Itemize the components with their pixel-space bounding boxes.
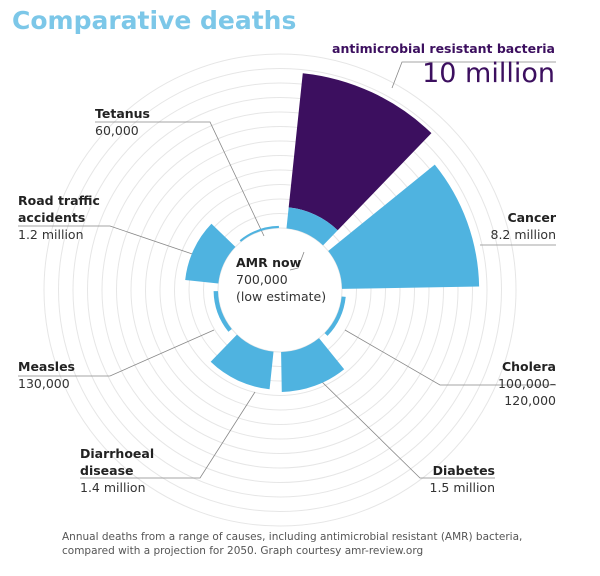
value-label: 10 million <box>422 58 555 89</box>
now-name: AMR now <box>236 255 302 270</box>
label: Measles 130,000 <box>18 358 75 392</box>
ring <box>101 111 459 469</box>
wedge <box>328 164 480 289</box>
wedge <box>210 334 274 390</box>
label: Cancer 8.2 million <box>491 209 557 243</box>
category-label: Road traffic accidents <box>18 193 100 225</box>
category-label: Diarrhoeal disease <box>80 446 155 478</box>
wedge <box>281 338 345 392</box>
ring <box>130 140 430 440</box>
now-note: (low estimate) <box>236 289 327 304</box>
category-label: Cholera <box>501 359 556 374</box>
ring <box>116 126 444 454</box>
label: Diabetes 1.5 million <box>430 462 496 496</box>
category-label: Diabetes <box>432 463 495 478</box>
leader-line <box>95 121 265 237</box>
value-label: 1.2 million <box>18 227 84 242</box>
label: Cholera 100,000–120,000 <box>486 358 556 409</box>
value-label: 8.2 million <box>490 227 557 242</box>
ring <box>58 68 502 512</box>
now-value: 700,000 <box>236 272 288 287</box>
chart-title: Comparative deaths <box>12 6 297 35</box>
wedge <box>185 223 236 284</box>
ring <box>188 198 372 382</box>
leader-line <box>289 251 305 271</box>
wedge <box>239 225 279 242</box>
category-label: Cancer <box>507 210 556 225</box>
wedge-now <box>286 207 338 246</box>
value-label: 130,000 <box>18 376 70 391</box>
value-label: 1.4 million <box>80 480 146 495</box>
label: Tetanus 60,000 <box>95 105 150 139</box>
value-label: 60,000 <box>95 123 139 138</box>
ring <box>145 155 415 425</box>
ring <box>159 169 401 411</box>
category-label: Tetanus <box>95 106 150 121</box>
wedge <box>324 296 346 336</box>
ring <box>174 184 386 396</box>
caption: Annual deaths from a range of causes, in… <box>62 531 523 557</box>
label: antimicrobial resistant bacteria 10 milli… <box>332 40 555 91</box>
ring <box>217 227 343 353</box>
leader-line <box>18 329 215 377</box>
label: Diarrhoeal disease 1.4 million <box>80 445 170 496</box>
ring <box>203 213 357 367</box>
label: Road traffic accidents 1.2 million <box>18 192 128 243</box>
ring <box>43 53 517 527</box>
ring <box>87 97 473 483</box>
value-label: 1.5 million <box>429 480 496 495</box>
wedge <box>288 73 432 231</box>
leader-line <box>344 329 556 386</box>
leader-line <box>18 225 211 261</box>
wedge <box>213 291 232 332</box>
category-label: antimicrobial resistant bacteria <box>332 41 555 56</box>
now-label: AMR now 700,000 (low estimate) <box>236 254 326 305</box>
value-label: 100,000–120,000 <box>498 376 556 408</box>
ring <box>72 82 488 498</box>
leader-line <box>391 61 556 89</box>
leader-line <box>317 377 495 479</box>
category-label: Measles <box>18 359 75 374</box>
leader-line <box>80 391 256 479</box>
